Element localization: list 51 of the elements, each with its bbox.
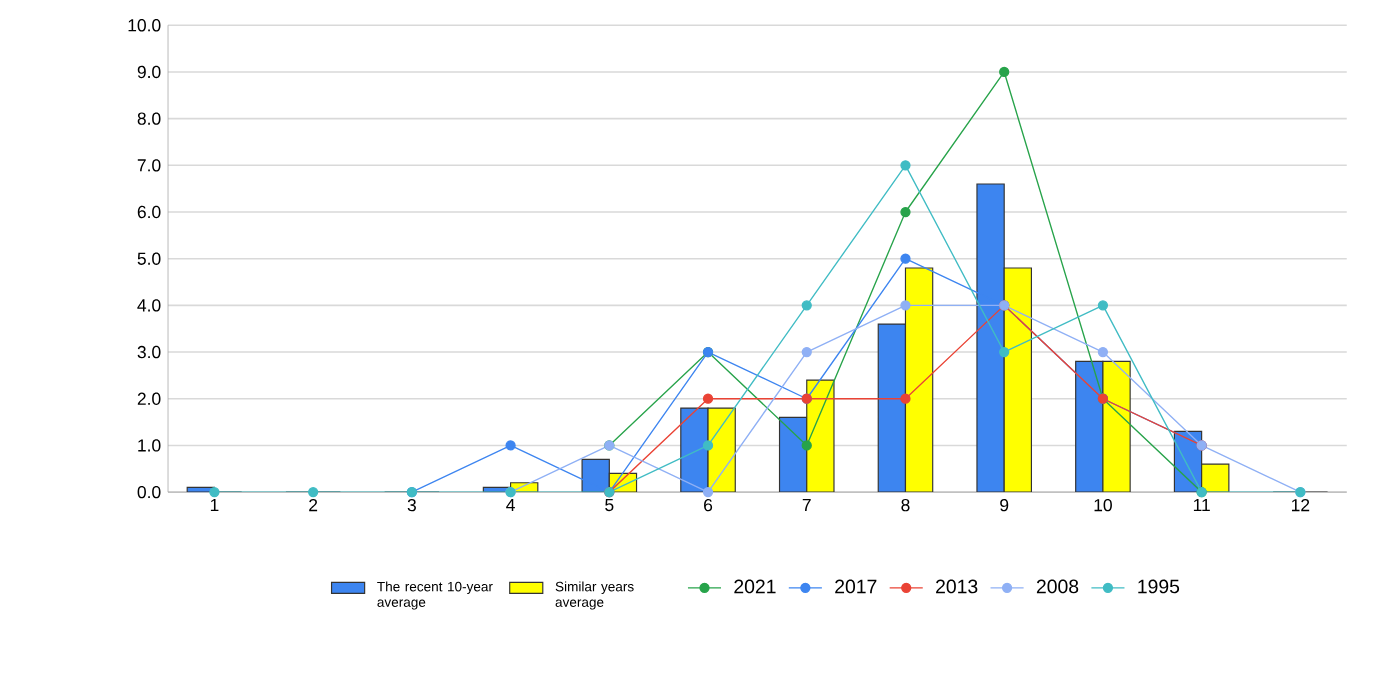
- point: [801, 347, 812, 358]
- bar: [1075, 361, 1104, 493]
- point: [900, 254, 911, 265]
- x-tick-label: 11: [1193, 499, 1210, 512]
- y-tick-label: 1.0: [138, 439, 161, 453]
- y-tick-label: 0.0: [137, 486, 161, 499]
- point: [702, 440, 714, 452]
- point: [999, 67, 1010, 78]
- y-tick-label: 3.0: [137, 346, 161, 359]
- x-tick-label: 8: [901, 499, 910, 512]
- legend-label: 2021: [734, 580, 776, 594]
- y-tick-label: 8.0: [137, 112, 161, 126]
- point: [999, 347, 1010, 358]
- x-tick-label: 1: [210, 499, 219, 512]
- x-tick-label: 10: [1094, 499, 1112, 512]
- point: [900, 394, 911, 405]
- bar: [904, 267, 934, 493]
- x-tick-label: 2: [309, 499, 318, 512]
- x-tick-label: 7: [802, 499, 811, 512]
- point: [900, 207, 911, 218]
- legend-label: 2013: [936, 580, 978, 594]
- x-tick-label: 4: [506, 499, 515, 512]
- x-tick-label: 3: [407, 499, 416, 512]
- point: [702, 487, 714, 498]
- legend-label: 2008: [1036, 580, 1079, 594]
- x-tick-label: 12: [1292, 499, 1310, 512]
- point: [900, 160, 911, 171]
- point: [801, 440, 812, 452]
- legend-label: 2017: [835, 580, 877, 594]
- point: [1097, 300, 1109, 312]
- x-tick-label: 6: [704, 499, 713, 512]
- point: [209, 487, 220, 498]
- y-tick-label: 2.0: [137, 393, 161, 406]
- point: [900, 300, 911, 312]
- bar: [1003, 267, 1033, 493]
- point: [505, 440, 516, 452]
- y-tick-label: 6.0: [137, 206, 161, 219]
- bar: [778, 417, 808, 493]
- bar: [877, 323, 907, 493]
- legend-label: 1995: [1138, 580, 1180, 594]
- y-tick-label: 7.0: [137, 159, 161, 173]
- y-tick-label: 9.0: [137, 66, 161, 79]
- point: [1097, 347, 1109, 358]
- point: [702, 394, 714, 405]
- point: [308, 487, 319, 498]
- y-tick-label: 4.0: [137, 299, 161, 313]
- x-tick-label: 5: [605, 499, 614, 512]
- x-tick-label: 9: [1000, 499, 1009, 512]
- y-tick-label: 10.0: [128, 19, 161, 32]
- y-tick-label: 5.0: [137, 253, 161, 266]
- point: [801, 300, 812, 312]
